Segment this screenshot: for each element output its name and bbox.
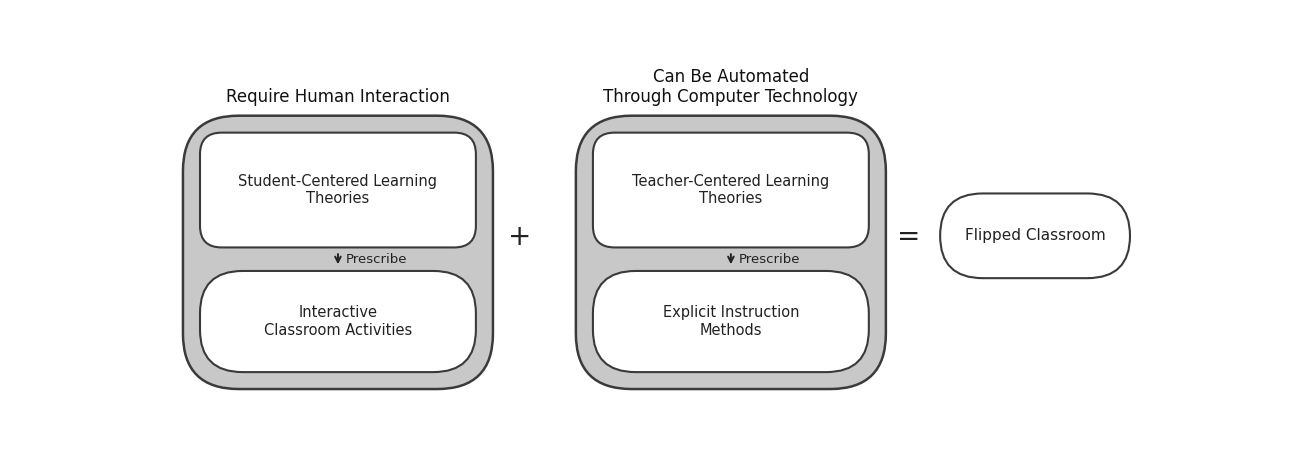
FancyBboxPatch shape <box>200 133 476 247</box>
Text: Explicit Instruction
Methods: Explicit Instruction Methods <box>663 306 799 338</box>
Text: Can Be Automated
Through Computer Technology: Can Be Automated Through Computer Techno… <box>604 68 858 106</box>
FancyBboxPatch shape <box>593 271 869 372</box>
FancyBboxPatch shape <box>200 271 476 372</box>
FancyBboxPatch shape <box>575 116 886 389</box>
Text: Prescribe: Prescribe <box>739 253 800 266</box>
Text: +: + <box>507 223 531 251</box>
FancyBboxPatch shape <box>593 133 869 247</box>
Text: Flipped Classroom: Flipped Classroom <box>965 228 1106 243</box>
Text: Prescribe: Prescribe <box>346 253 408 266</box>
Text: Teacher-Centered Learning
Theories: Teacher-Centered Learning Theories <box>632 174 829 206</box>
Text: Interactive
Classroom Activities: Interactive Classroom Activities <box>264 306 412 338</box>
Text: =: = <box>898 223 921 251</box>
FancyBboxPatch shape <box>940 194 1130 278</box>
FancyBboxPatch shape <box>183 116 493 389</box>
Text: Require Human Interaction: Require Human Interaction <box>226 88 450 106</box>
Text: Student-Centered Learning
Theories: Student-Centered Learning Theories <box>239 174 437 206</box>
